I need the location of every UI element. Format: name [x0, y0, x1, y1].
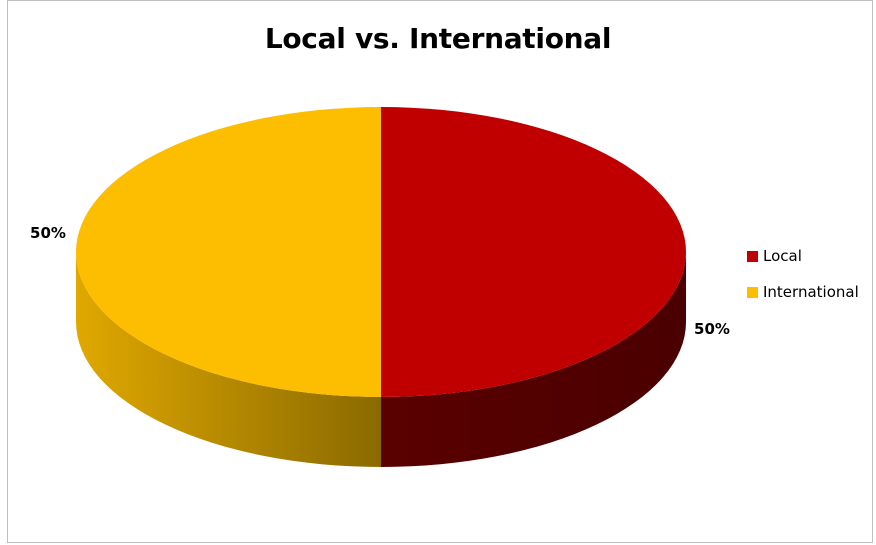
legend-label-international: International: [763, 283, 859, 301]
pie-slice-international: [76, 107, 381, 397]
pie-side-local: [381, 252, 686, 467]
legend-swatch-local: [747, 250, 758, 262]
chart-legend: Local International: [747, 245, 859, 317]
legend-swatch-international: [747, 286, 758, 298]
legend-item-international: International: [747, 281, 859, 303]
pie-side-international: [76, 252, 381, 467]
pie-slice-local: [381, 107, 686, 397]
data-label-international: 50%: [30, 224, 66, 242]
chart-title: Local vs. International: [264, 22, 612, 55]
legend-item-local: Local: [747, 245, 859, 267]
data-label-local: 50%: [694, 320, 730, 338]
legend-label-local: Local: [763, 247, 802, 265]
